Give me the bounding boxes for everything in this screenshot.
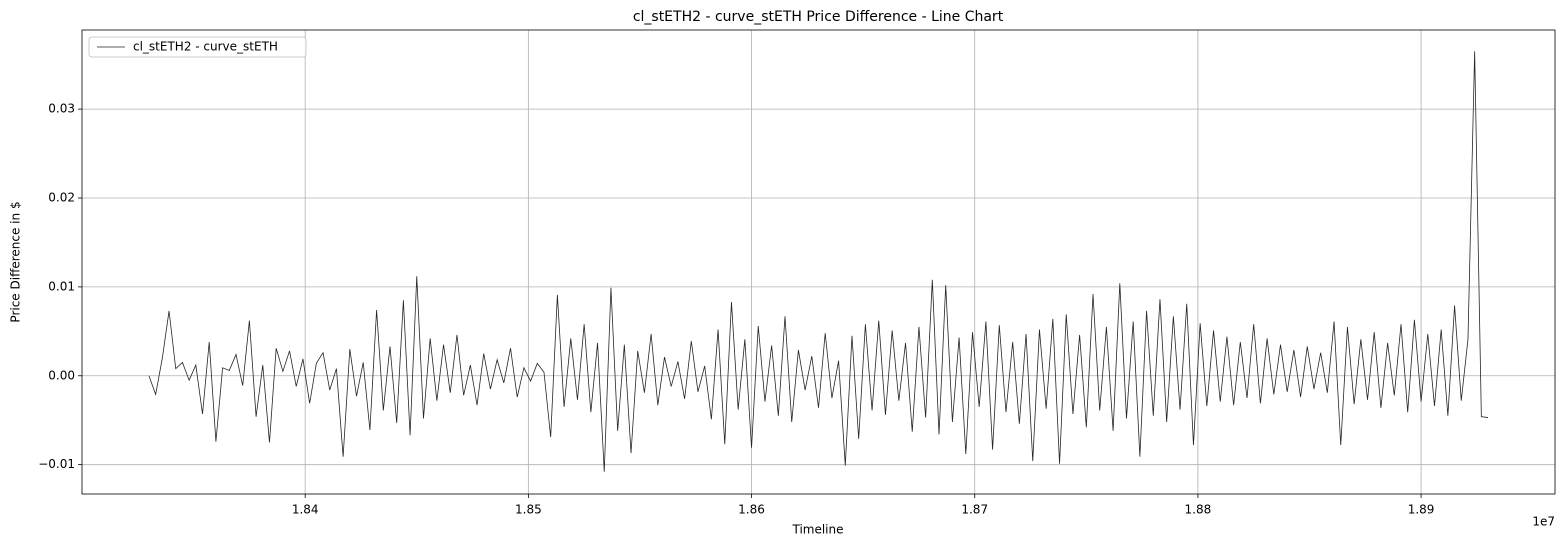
data-line (148, 51, 1489, 472)
y-tick-label: 0.00 (48, 368, 75, 382)
x-axis-label: Timeline (791, 523, 843, 537)
x-tick-label: 1.88 (1185, 503, 1212, 517)
x-offset-text: 1e7 (1532, 515, 1555, 529)
plot-frame (81, 29, 1556, 495)
x-tick-label: 1.87 (961, 503, 988, 517)
x-tick-label: 1.84 (292, 503, 319, 517)
y-axis-label: Price Difference in $ (9, 201, 23, 322)
x-tick-label: 1.85 (515, 503, 542, 517)
y-tick-label: 0.01 (48, 279, 75, 293)
y-tick-label: 0.03 (48, 102, 75, 116)
y-tick-label: 0.02 (48, 191, 75, 205)
x-tick-label: 1.89 (1408, 503, 1435, 517)
x-tick-label: 1.86 (738, 503, 765, 517)
legend-label: cl_stETH2 - curve_stETH (133, 40, 278, 54)
y-tick-label: −0.01 (38, 457, 75, 471)
chart-title: cl_stETH2 - curve_stETH Price Difference… (633, 9, 1004, 25)
legend-box (88, 36, 307, 58)
